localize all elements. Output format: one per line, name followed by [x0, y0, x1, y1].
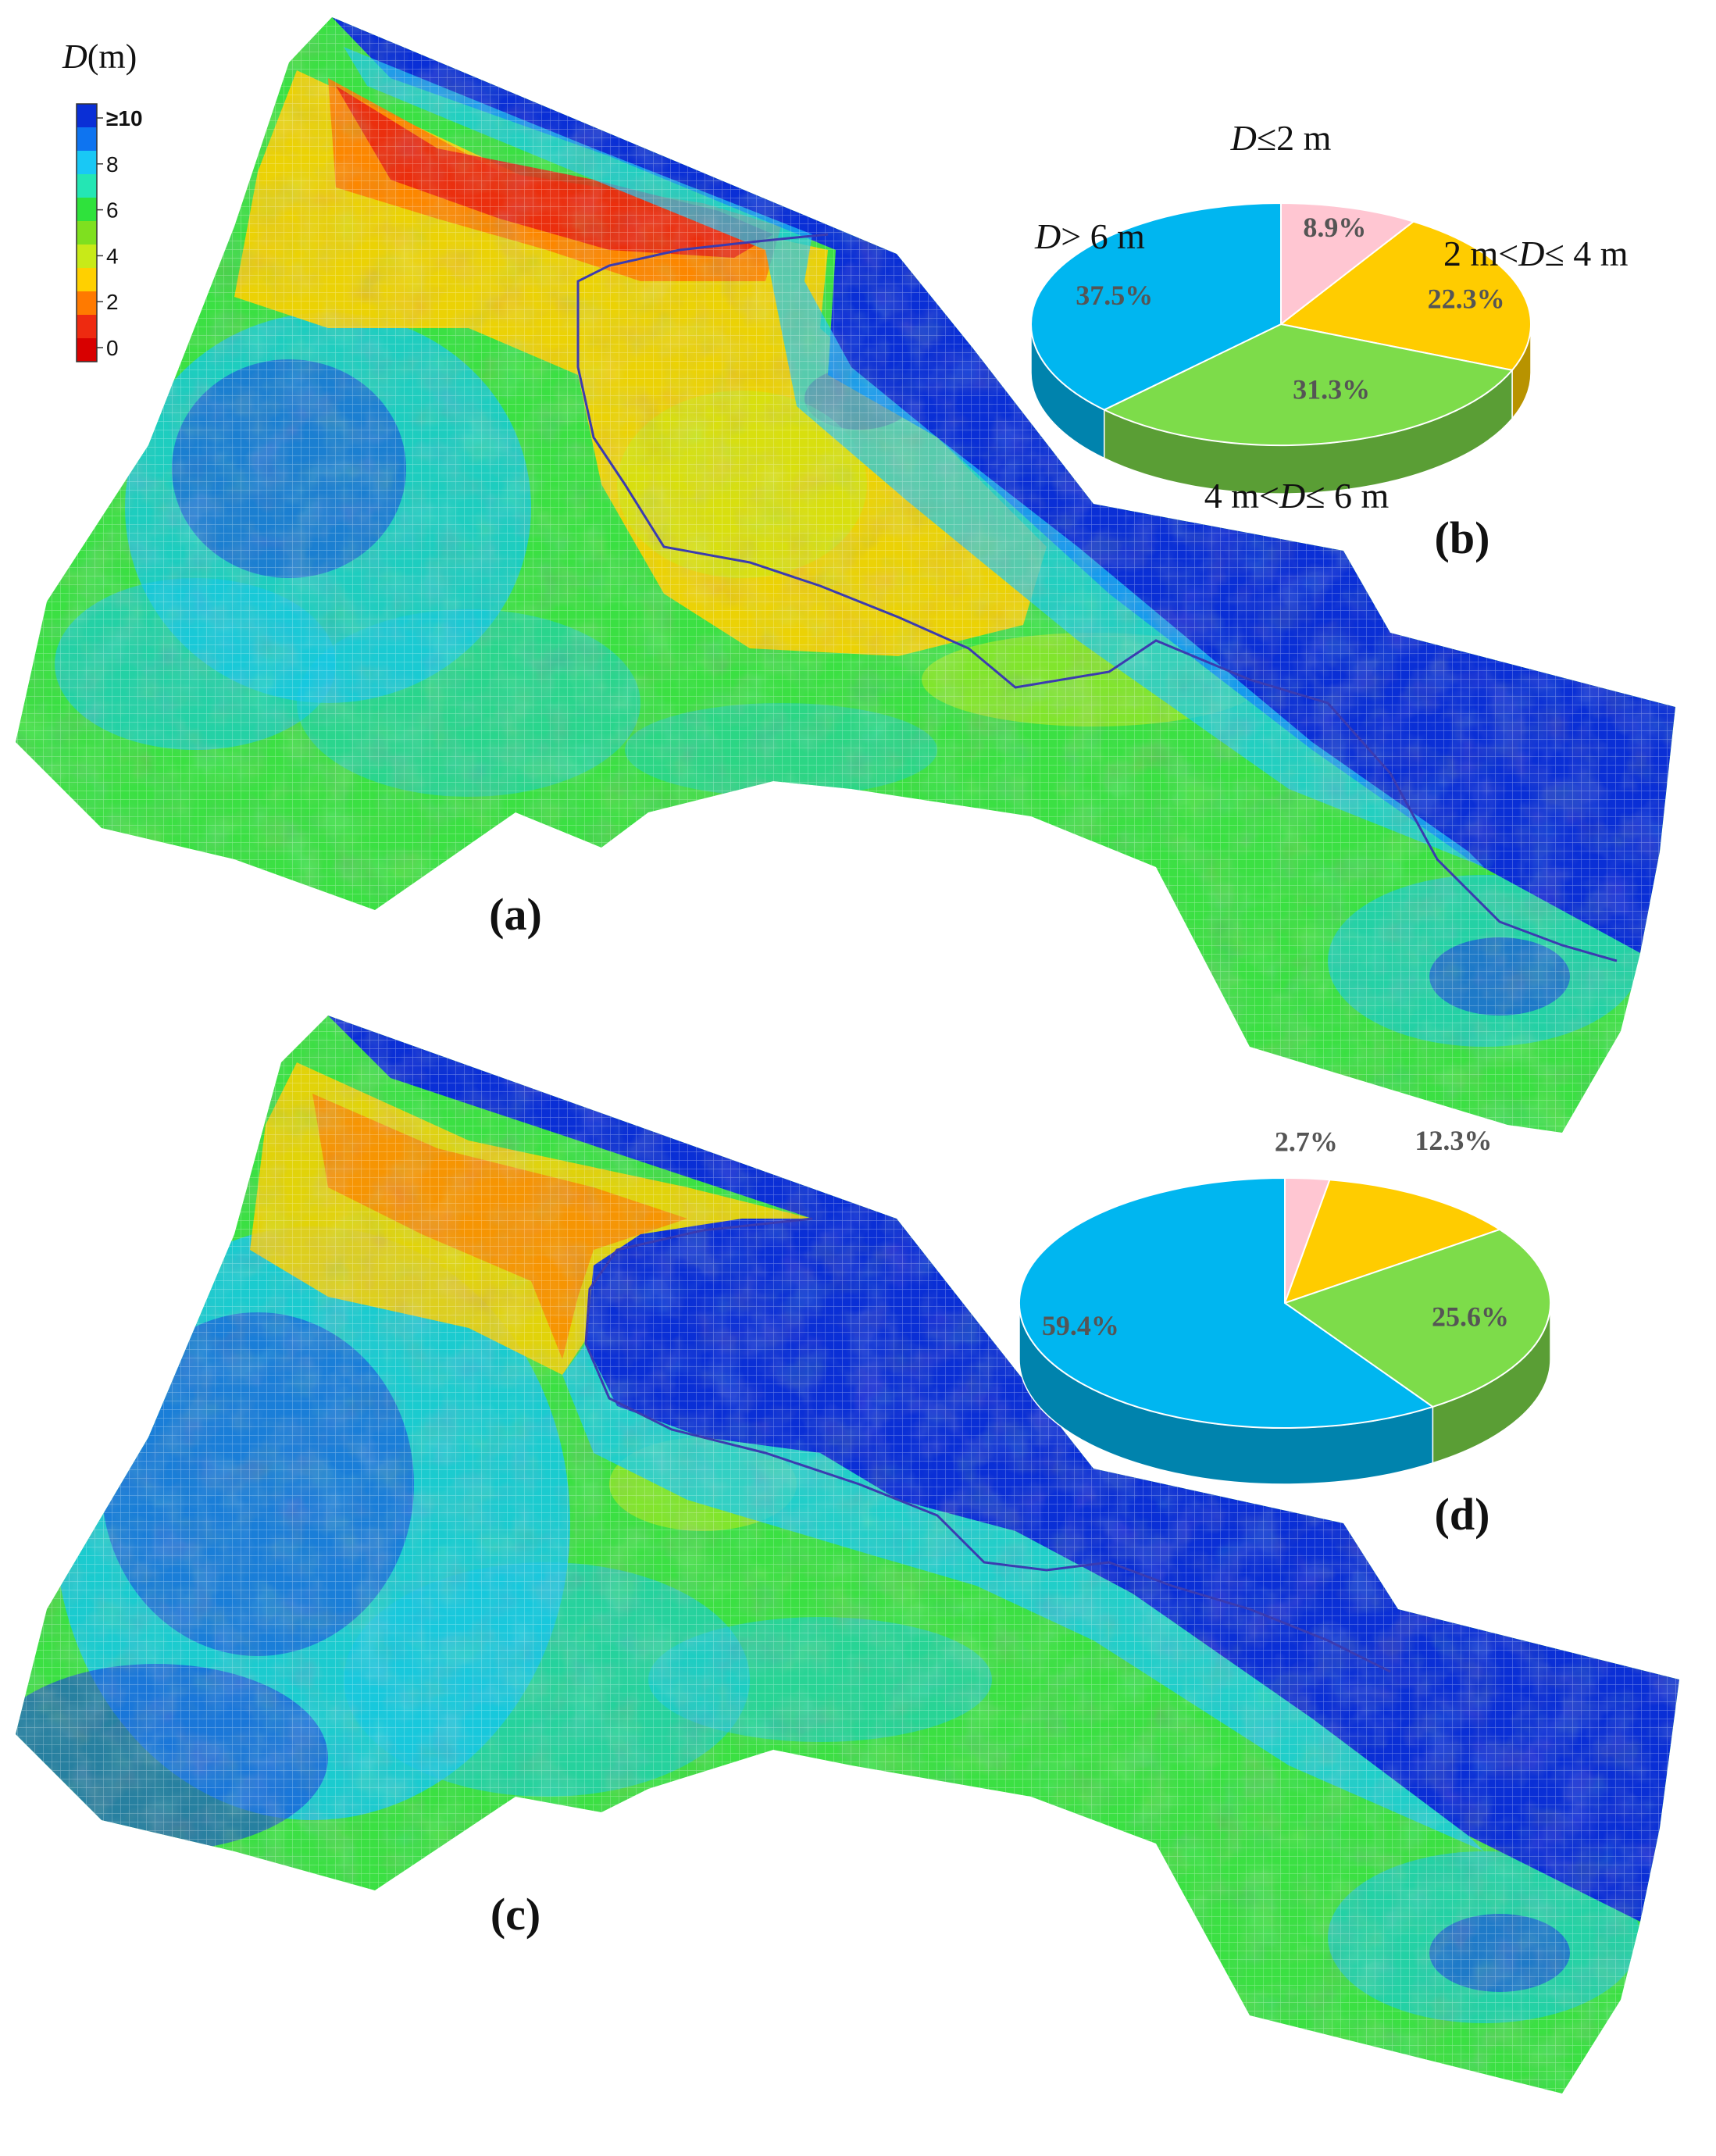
- colorbar-ticks: ≥10 8 6 4 2 0: [97, 106, 143, 360]
- colorbar-swatch: [77, 245, 97, 269]
- pie-category-label: D≤2 m: [1230, 118, 1332, 158]
- panel-label-b: (b): [1435, 512, 1490, 563]
- pie-slice: [1030, 202, 1282, 411]
- panel-label-a: (a): [489, 889, 542, 940]
- pie-pct-label: 59.4%: [1042, 1310, 1119, 1341]
- colorbar-tick-label: 4: [106, 244, 119, 268]
- colorbar-frame: [76, 103, 98, 362]
- pie-pct-label: 8.9%: [1303, 212, 1366, 243]
- colorbar-tick-label: 2: [106, 290, 119, 314]
- pie-chart-b: 8.9% 22.3% 31.3% 37.5% D≤2 m 2 m<D≤ 4 m 4 m<D≤…: [1030, 118, 1629, 516]
- pie-slice: [1102, 323, 1514, 446]
- pie-slice: [1283, 1179, 1502, 1305]
- pie-pct-label: 12.3%: [1415, 1125, 1492, 1156]
- colorbar-swatch: [77, 338, 97, 362]
- colorbar-swatch: [77, 151, 97, 175]
- colorbar-swatch: [77, 268, 97, 292]
- colorbar-swatches: [76, 103, 98, 362]
- pie-pct-label: 37.5%: [1076, 280, 1153, 311]
- colorbar-swatch: [77, 315, 97, 339]
- panel-label-d: (d): [1435, 1489, 1490, 1540]
- pie-pct-label: 25.6%: [1432, 1301, 1509, 1332]
- pie-slice: [1279, 220, 1532, 371]
- pie-slice: [1280, 202, 1415, 327]
- colorbar-tick-label: ≥10: [106, 106, 143, 130]
- colorbar-swatch: [77, 127, 97, 152]
- colorbar-swatch: [77, 291, 97, 316]
- colorbar-title-unit: (m): [87, 37, 137, 76]
- colorbar-swatch: [77, 221, 97, 245]
- pie-pct-label: 31.3%: [1293, 374, 1370, 405]
- colorbar-title: D(m): [62, 37, 137, 76]
- colorbar-swatch: [77, 174, 97, 198]
- pie-category-label: 4 m<D≤ 6 m: [1204, 476, 1390, 516]
- colorbar-tick-label: 8: [106, 152, 119, 177]
- depth-map-a: [16, 17, 1675, 1133]
- pie-slice: [1019, 1176, 1435, 1429]
- pie-category-label: D> 6 m: [1034, 216, 1145, 256]
- pie-chart-d: 2.7% 12.3% 25.6% 59.4%: [1019, 1125, 1552, 1485]
- colorbar-tick-label: 0: [106, 336, 119, 360]
- panel-label-c: (c): [491, 1889, 540, 1940]
- colorbar-title-var: D: [62, 37, 87, 76]
- pie-pct-label: 2.7%: [1275, 1126, 1338, 1158]
- colorbar-tick-label: 6: [106, 198, 119, 223]
- pie-category-label: 2 m<D≤ 4 m: [1443, 234, 1629, 273]
- pie-pct-label: 22.3%: [1428, 284, 1505, 315]
- colorbar-legend: D(m) ≥10 8 6 4 2 0: [62, 37, 159, 368]
- colorbar-swatch: [77, 198, 97, 222]
- colorbar-swatch: [77, 104, 97, 128]
- depth-map-c: [16, 1016, 1679, 2094]
- pie-slice: [1283, 1228, 1552, 1408]
